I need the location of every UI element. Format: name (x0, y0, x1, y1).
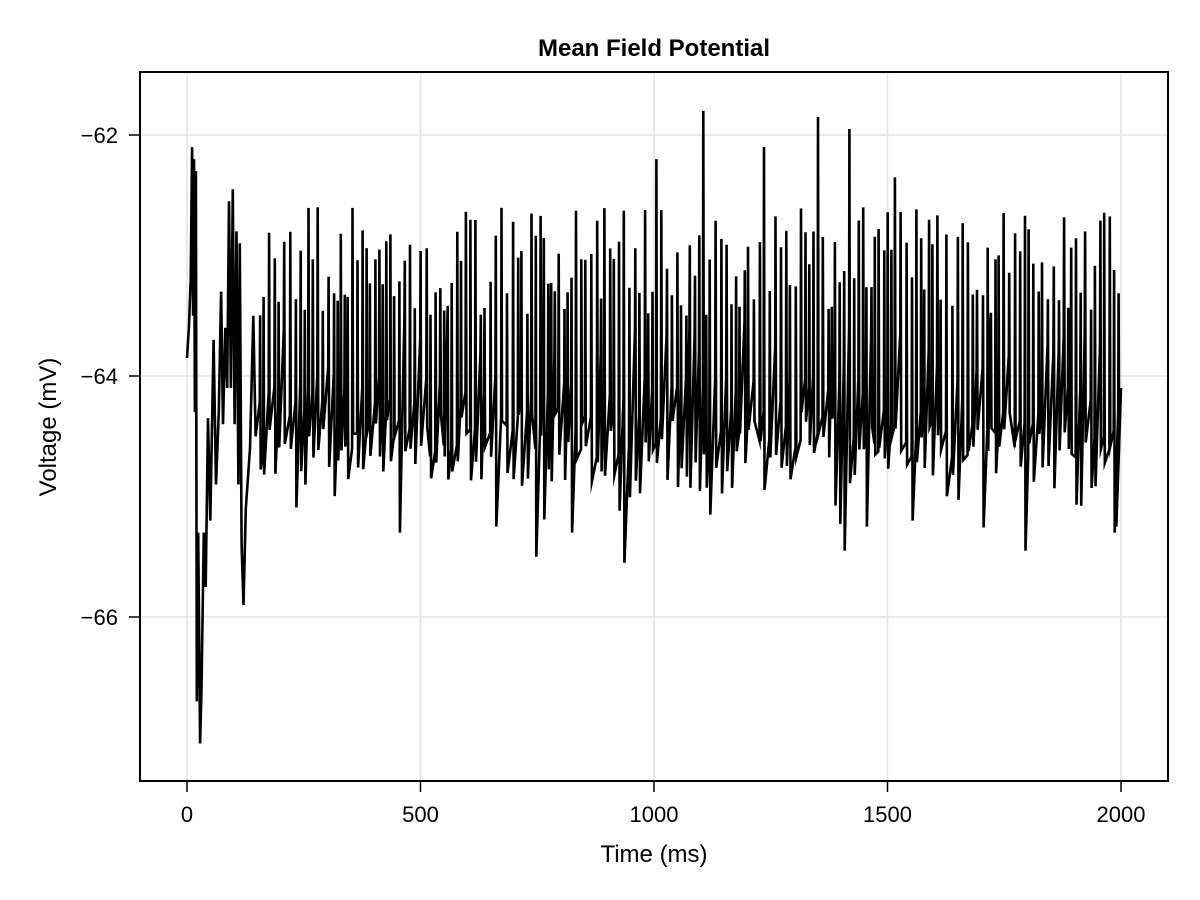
x-axis-ticks: 0 500 1000 1500 2000 (181, 781, 1146, 827)
y-tick-label: −62 (81, 123, 118, 148)
y-axis-label: Voltage (mV) (35, 358, 62, 497)
x-tick-label: 2000 (1097, 802, 1146, 827)
x-tick-label: 1500 (863, 802, 912, 827)
y-axis-ticks: −62 −64 −66 (81, 123, 140, 630)
y-tick-label: −66 (81, 605, 118, 630)
chart-title: Mean Field Potential (538, 35, 770, 62)
voltage-trace (185, 110, 1123, 744)
x-tick-label: 0 (181, 802, 193, 827)
x-axis-label: Time (ms) (600, 841, 707, 868)
x-tick-label: 1000 (630, 802, 679, 827)
x-tick-label: 500 (402, 802, 439, 827)
y-tick-label: −64 (81, 364, 118, 389)
